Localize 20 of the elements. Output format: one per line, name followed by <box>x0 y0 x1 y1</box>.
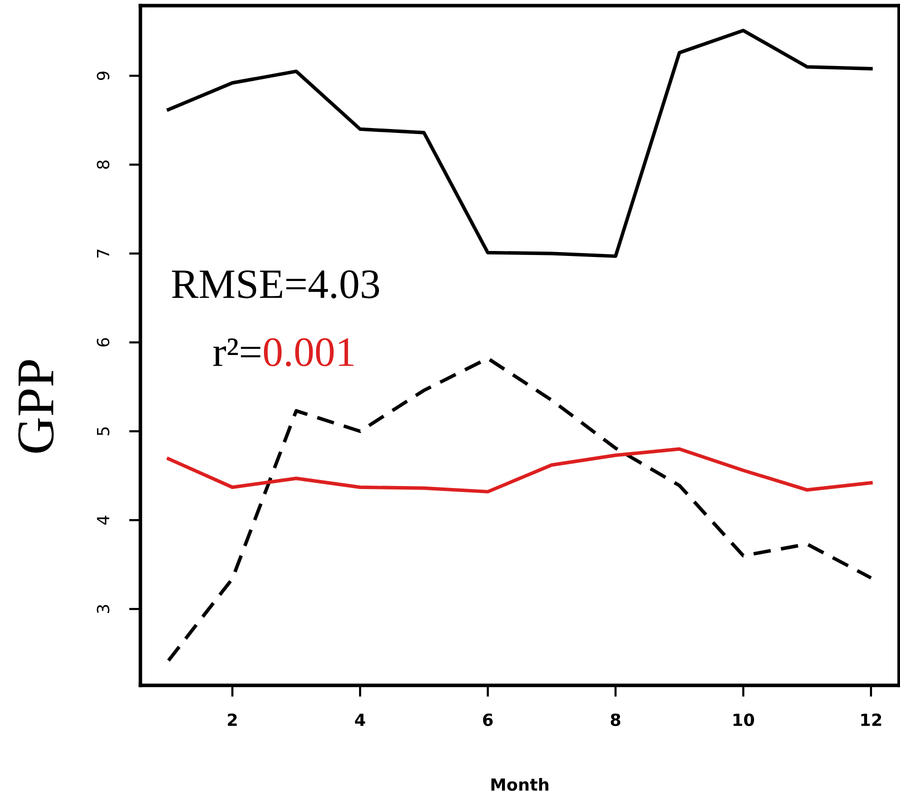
y-tick-label: 5 <box>97 427 110 436</box>
annotation: r²= <box>213 338 260 366</box>
y-tick-label: 6 <box>96 338 110 347</box>
line-series <box>166 28 873 258</box>
x-tick-label: 8 <box>610 713 620 726</box>
y-tick-label: 3 <box>96 605 110 614</box>
y-tick-label: 9 <box>96 72 110 80</box>
y-tick-label: 7 <box>97 250 110 258</box>
x-tick-label: 6 <box>483 714 493 726</box>
y-tick-label: 8 <box>96 160 110 169</box>
x-tick-label: 12 <box>861 713 882 726</box>
line-series <box>166 447 873 494</box>
x-tick-label: 4 <box>355 714 366 726</box>
x-axis-title: Month <box>491 778 548 791</box>
x-tick-label: 10 <box>734 713 754 726</box>
y-axis-title: GPP <box>18 360 54 453</box>
annotation: 0.001 <box>264 338 354 366</box>
annotation: RMSE=4.03 <box>172 270 379 299</box>
x-tick-label: 2 <box>228 713 237 726</box>
y-tick-label: 4 <box>97 516 110 525</box>
